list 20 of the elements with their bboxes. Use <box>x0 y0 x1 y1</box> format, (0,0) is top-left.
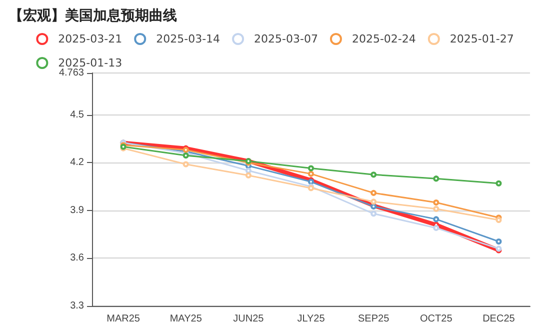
legend-label: 2025-03-21 <box>58 32 122 46</box>
x-tick-label: DEC25 <box>482 314 516 324</box>
y-tick-label: 4.763 <box>58 68 84 78</box>
y-tick-label: 3.6 <box>70 252 84 264</box>
x-tick-label: JUN25 <box>233 314 264 324</box>
y-tick-label: 4.5 <box>70 109 84 120</box>
y-tick-label: 3.9 <box>70 204 84 216</box>
legend-label: 2025-02-24 <box>352 32 416 46</box>
x-tick-label: SEP25 <box>358 314 390 324</box>
legend-label: 2025-01-13 <box>58 56 122 70</box>
x-tick-label: JLY25 <box>297 314 326 324</box>
x-tick-label: OCT25 <box>420 314 453 324</box>
legend-label: 2025-01-27 <box>450 32 514 46</box>
x-tick-label: MAY25 <box>170 314 202 324</box>
legend-label: 2025-03-14 <box>156 32 220 46</box>
chart-title: 【宏观】美国加息预期曲线 <box>9 7 177 24</box>
legend-label: 2025-03-07 <box>254 32 318 46</box>
y-tick-label: 3.3 <box>70 300 84 312</box>
y-tick-label: 4.2 <box>70 157 84 168</box>
x-tick-label: MAR25 <box>106 314 140 324</box>
